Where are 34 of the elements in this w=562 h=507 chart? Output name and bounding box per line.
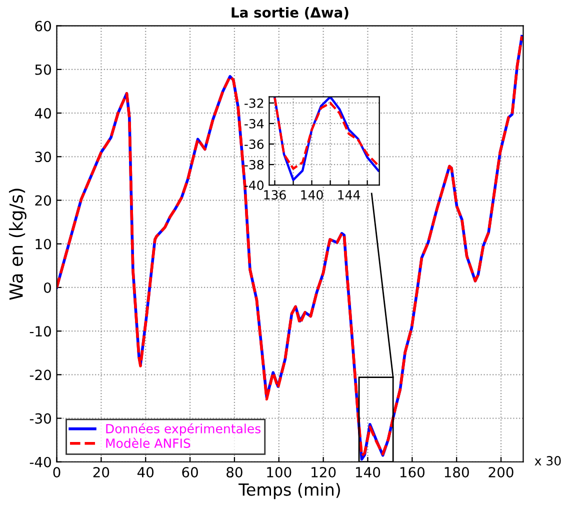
x-tick-label: 120: [312, 466, 336, 478]
x-tick-label: 144: [338, 190, 360, 200]
y-tick-label: -32: [244, 98, 264, 108]
y-axis-title: Wa en (kg/s): [8, 188, 26, 300]
y-tick-label: -20: [30, 370, 51, 380]
x-tick-label: 100: [267, 466, 292, 478]
x-tick-label: 140: [356, 466, 380, 478]
y-tick-label: 30: [35, 152, 51, 162]
x-tick-label: 160: [400, 466, 424, 478]
y-tick-label: -30: [30, 413, 51, 424]
y-tick-label: 60: [35, 20, 51, 32]
y-tick-label: -10: [30, 326, 51, 337]
x-tick-label: 80: [226, 466, 242, 478]
x-tick-label: 60: [182, 466, 198, 478]
x-tick-label: 200: [488, 466, 514, 478]
y-tick-label: -34: [244, 118, 264, 128]
text: x 30: [534, 456, 561, 466]
y-tick-label: 10: [36, 238, 51, 250]
x-tick-label: 140: [301, 190, 323, 200]
legend-label: Données expérimentales: [106, 423, 261, 436]
y-tick-label: -40: [30, 456, 51, 468]
x-tick-label: 40: [137, 466, 154, 478]
x-tick-label: 0: [53, 466, 60, 478]
y-tick-label: 50: [35, 64, 51, 75]
y-tick-label: 0: [44, 282, 51, 293]
y-tick-label: -36: [244, 139, 264, 149]
y-tick-label: -38: [244, 160, 264, 170]
chart-title: La sortie (Δwa): [232, 6, 348, 20]
x-tick-label: 20: [93, 466, 110, 478]
x-tick-label: 180: [444, 466, 469, 478]
x-axis-title: Temps (min): [238, 482, 340, 500]
y-tick-label: 40: [34, 108, 51, 119]
legend-label: Modèle ANFIS: [106, 438, 190, 448]
x-tick-label: 136: [264, 190, 286, 200]
